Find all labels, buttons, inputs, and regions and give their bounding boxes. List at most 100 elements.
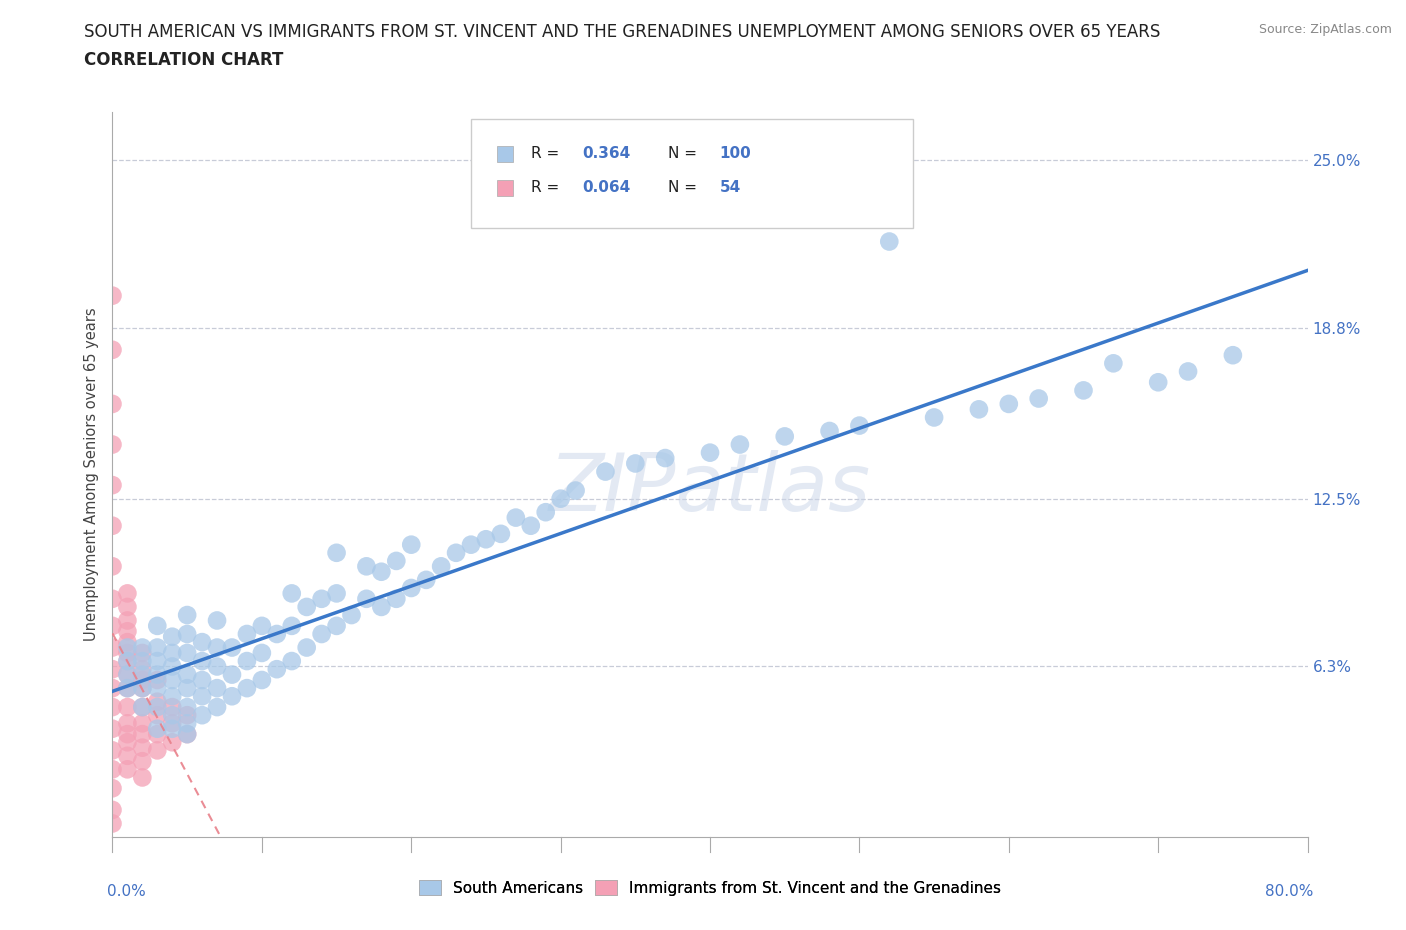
Point: [131, 681, 153, 696]
Point: [162, 689, 183, 704]
Point: [281, 618, 304, 633]
Point: [191, 708, 214, 723]
Point: [176, 681, 198, 696]
Point: [728, 437, 751, 452]
Point: [117, 667, 139, 682]
Point: [505, 511, 527, 525]
Point: [146, 654, 169, 669]
Point: [146, 667, 169, 682]
Point: [101, 518, 124, 533]
Point: [430, 559, 453, 574]
Point: [176, 667, 198, 682]
Point: [146, 618, 169, 633]
Point: [221, 640, 243, 655]
Point: [131, 740, 153, 755]
Point: [191, 654, 214, 669]
Point: [191, 689, 214, 704]
Point: [117, 654, 139, 669]
Point: [415, 573, 437, 588]
Point: [401, 580, 423, 595]
Point: [191, 672, 214, 687]
Y-axis label: Unemployment Among Seniors over 65 years: Unemployment Among Seniors over 65 years: [84, 308, 100, 641]
Point: [131, 640, 153, 655]
Point: [146, 694, 169, 709]
Point: [266, 662, 288, 677]
Point: [356, 591, 378, 606]
Point: [1147, 375, 1170, 390]
Point: [131, 662, 153, 677]
Point: [1073, 383, 1095, 398]
Point: [998, 396, 1021, 411]
Point: [101, 640, 124, 655]
Point: [131, 716, 153, 731]
Point: [370, 600, 392, 615]
Point: [325, 545, 347, 560]
Point: [460, 538, 482, 552]
Point: [325, 586, 347, 601]
Text: 100: 100: [720, 146, 751, 161]
Point: [117, 762, 139, 777]
Point: [162, 659, 183, 674]
Point: [205, 640, 228, 655]
Text: N =: N =: [668, 180, 702, 195]
Point: [101, 288, 124, 303]
Point: [370, 565, 392, 579]
Text: R =: R =: [531, 180, 564, 195]
Point: [117, 624, 139, 639]
Point: [117, 613, 139, 628]
Point: [131, 726, 153, 741]
Text: CORRELATION CHART: CORRELATION CHART: [84, 51, 284, 69]
Point: [101, 743, 124, 758]
Text: R =: R =: [531, 146, 564, 161]
Point: [162, 630, 183, 644]
Point: [131, 770, 153, 785]
FancyBboxPatch shape: [498, 179, 513, 195]
Point: [550, 491, 572, 506]
Point: [117, 726, 139, 741]
Point: [564, 483, 586, 498]
Point: [146, 708, 169, 723]
Point: [131, 645, 153, 660]
Point: [176, 716, 198, 731]
Point: [162, 645, 183, 660]
Point: [773, 429, 796, 444]
Text: Source: ZipAtlas.com: Source: ZipAtlas.com: [1258, 23, 1392, 36]
Point: [117, 634, 139, 649]
Text: 0.0%: 0.0%: [107, 884, 145, 899]
Point: [205, 681, 228, 696]
Point: [146, 722, 169, 737]
Point: [205, 659, 228, 674]
Point: [131, 699, 153, 714]
Point: [325, 618, 347, 633]
Point: [101, 591, 124, 606]
Point: [117, 681, 139, 696]
Point: [131, 754, 153, 769]
Point: [236, 681, 259, 696]
Text: SOUTH AMERICAN VS IMMIGRANTS FROM ST. VINCENT AND THE GRENADINES UNEMPLOYMENT AM: SOUTH AMERICAN VS IMMIGRANTS FROM ST. VI…: [84, 23, 1161, 41]
Point: [221, 667, 243, 682]
Point: [848, 418, 870, 433]
Text: 0.364: 0.364: [582, 146, 630, 161]
Point: [101, 662, 124, 677]
Point: [967, 402, 990, 417]
Point: [146, 640, 169, 655]
Point: [117, 645, 139, 660]
Point: [699, 445, 721, 460]
Point: [101, 722, 124, 737]
Point: [101, 396, 124, 411]
Point: [131, 672, 153, 687]
Point: [295, 600, 318, 615]
Point: [117, 735, 139, 750]
Point: [131, 699, 153, 714]
Point: [131, 667, 153, 682]
Point: [176, 607, 198, 622]
Point: [877, 234, 901, 249]
Point: [117, 586, 139, 601]
Point: [101, 762, 124, 777]
Point: [624, 456, 647, 471]
Point: [117, 667, 139, 682]
Point: [101, 681, 124, 696]
Point: [117, 600, 139, 615]
Point: [340, 607, 363, 622]
Point: [176, 708, 198, 723]
